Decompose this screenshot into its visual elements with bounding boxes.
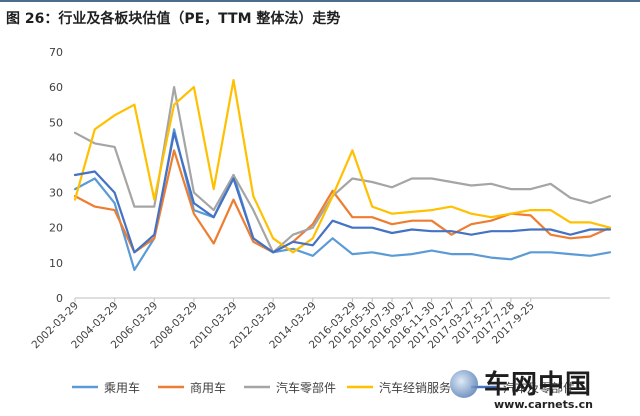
y-tick-label: 40 (49, 151, 63, 164)
y-tick-label: 30 (49, 187, 63, 200)
y-tick-label: 60 (49, 81, 63, 94)
watermark-brand: 车网中国 (484, 370, 593, 400)
legend-label: 汽车经销服务 (379, 380, 451, 395)
watermark: 车网中国 www.carnets.cn (448, 368, 638, 414)
series-line (73, 149, 612, 254)
legend-label: 汽车零部件 (276, 380, 336, 395)
series-line (73, 78, 612, 254)
y-tick-label: 50 (49, 116, 63, 129)
legend-label: 乘用车 (104, 380, 140, 395)
y-tick-label: 0 (56, 292, 63, 305)
series-line (73, 131, 612, 254)
globe-logo-icon (450, 370, 478, 398)
watermark-url: www.carnets.cn (494, 398, 593, 411)
legend-label: 汽车及零部件 (503, 380, 575, 395)
y-tick-label: 20 (49, 222, 63, 235)
figure-title: 图 26：行业及各板块估值（PE，TTM 整体法）走势 (6, 11, 341, 27)
legend-label: 商用车 (190, 380, 226, 395)
y-tick-label: 70 (49, 46, 63, 59)
title-rule (0, 0, 640, 2)
y-tick-label: 10 (49, 257, 63, 270)
